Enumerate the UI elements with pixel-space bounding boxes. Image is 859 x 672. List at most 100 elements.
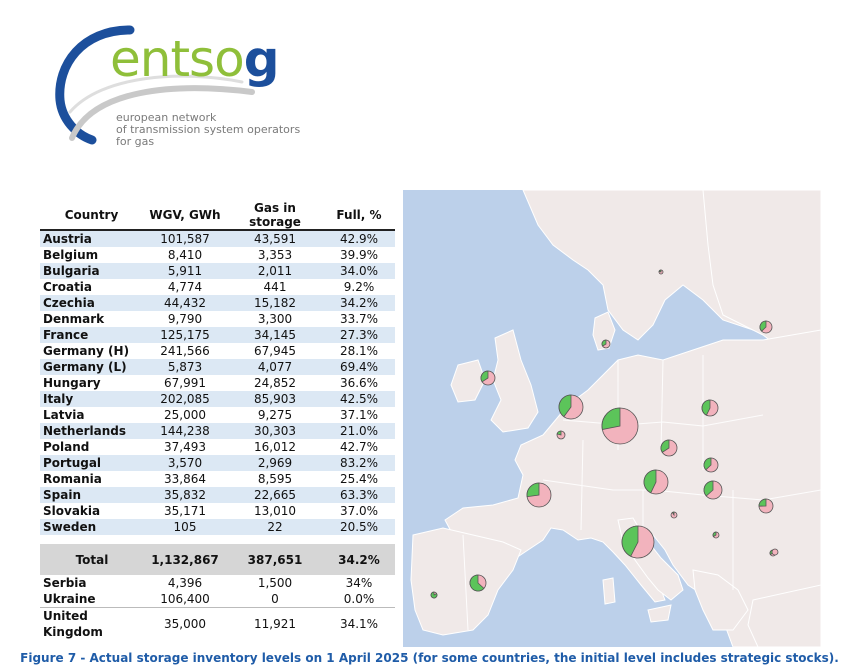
cell-gas: 67,945 [254, 344, 296, 358]
pie-latvia [759, 320, 773, 334]
pie-full-slice [621, 525, 639, 557]
cell-full: 9.2% [343, 280, 375, 294]
cell-gas: 8,595 [257, 472, 293, 486]
table-row: Portugal 3,570 2,969 83.2% [40, 455, 395, 471]
cell-full: 34.2% [323, 544, 395, 575]
table-row: Bulgaria 5,911 2,011 34.0% [40, 263, 395, 279]
cell-full: 28.1% [339, 344, 379, 358]
pie-sweden [658, 269, 664, 275]
cell-country: Denmark [43, 312, 105, 326]
cell-full: 36.6% [339, 376, 379, 390]
table-row: Belgium 8,410 3,353 39.9% [40, 247, 395, 263]
cell-wgv: 144,238 [143, 423, 227, 439]
cell-gas: 85,903 [227, 391, 323, 407]
entsog-logo: entsog european network of transmission … [52, 20, 312, 160]
table-row: Poland 37,493 16,012 42.7% [40, 439, 395, 455]
logo-wordmark: entsog [110, 34, 279, 84]
cell-full: 34% [323, 575, 395, 591]
pie-full-slice [712, 531, 717, 538]
pie-full-slice [658, 269, 662, 273]
cell-wgv: 3,570 [143, 455, 227, 471]
cell-gas: 4,077 [227, 359, 323, 375]
pie-full-slice [556, 430, 562, 436]
logo-tagline-line: for gas [116, 135, 155, 148]
cell-gas: 34,145 [227, 327, 323, 343]
pie-full-slice [660, 439, 670, 453]
pie-austria [643, 469, 669, 495]
table-row: Denmark 9,790 3,300 33.7% [40, 311, 395, 327]
table-row: Croatia 4,774 441 9.2% [40, 279, 395, 295]
pie-full-slice [703, 457, 712, 471]
cell-wgv: 106,400 [143, 591, 227, 608]
logo-tagline-line: european network [116, 111, 217, 124]
cell-full: 34.1% [323, 607, 395, 640]
cell-country: Total [40, 544, 143, 575]
table-row: Spain 35,832 22,665 63.3% [40, 487, 395, 503]
cell-country: Portugal [40, 455, 143, 471]
pie-full-slice [430, 591, 438, 599]
pie-full-slice [643, 469, 657, 494]
table-row: Slovakia 35,171 13,010 37.0% [40, 503, 395, 519]
pie-croatia [670, 511, 678, 519]
cell-wgv: 25,000 [164, 408, 206, 422]
table-row: Romania 33,864 8,595 25.4% [40, 471, 395, 487]
cell-gas: 16,012 [254, 440, 296, 454]
table-row: Hungary 67,991 24,852 36.6% [40, 375, 395, 391]
pie-full-slice [671, 511, 675, 517]
cell-wgv: 44,432 [143, 295, 227, 311]
cell-country: Latvia [43, 408, 85, 422]
cell-gas: 2,969 [227, 455, 323, 471]
cell-wgv: 125,175 [143, 327, 227, 343]
cell-full: 37.1% [339, 408, 379, 422]
landmass [410, 190, 821, 647]
pie-full-slice [469, 574, 485, 592]
cell-country: Poland [43, 440, 90, 454]
cell-country: Austria [40, 230, 143, 247]
table-row: Germany (L) 5,873 4,077 69.4% [40, 359, 395, 375]
cell-full: 37.0% [339, 504, 379, 518]
table-row: Germany (H) 241,566 67,945 28.1% [40, 343, 395, 359]
cell-gas: 30,303 [227, 423, 323, 439]
cell-full: 42.7% [339, 440, 379, 454]
figure-caption: Figure 7 - Actual storage inventory leve… [20, 651, 839, 665]
logo-tagline-line: of transmission system operators [116, 123, 301, 136]
cell-gas: 9,275 [257, 408, 293, 422]
cell-wgv: 9,790 [167, 312, 203, 326]
cell-wgv: 37,493 [164, 440, 206, 454]
cell-full: 83.2% [323, 455, 395, 471]
pie-full-slice [758, 498, 767, 507]
cell-wgv: 8,410 [167, 248, 203, 262]
cell-country: Serbia [40, 575, 143, 591]
storage-pies [430, 269, 779, 599]
table-row: Czechia 44,432 15,182 34.2% [40, 295, 395, 311]
pie-full-slice [601, 339, 607, 347]
cell-wgv: 35,000 [143, 607, 227, 640]
cell-full: 63.3% [323, 487, 395, 503]
pie-italy [621, 525, 655, 559]
pie-full-slice [759, 320, 767, 332]
pie-germany [601, 407, 639, 445]
cell-wgv: 5,873 [143, 359, 227, 375]
storage-table: Country WGV, GWh Gas in storage Full, % … [40, 201, 395, 640]
cell-country: Germany (H) [43, 344, 130, 358]
cell-full: 27.3% [323, 327, 395, 343]
cell-wgv: 1,132,867 [143, 544, 227, 575]
pie-empty-slice [771, 548, 779, 556]
cell-country: Germany (L) [40, 359, 143, 375]
cell-gas: 24,852 [254, 376, 296, 390]
cell-gas: 43,591 [227, 230, 323, 247]
table-body: Austria 101,587 43,591 42.9% Belgium 8,410 3,3… [40, 230, 395, 640]
cell-gas: 15,182 [227, 295, 323, 311]
pie-france [526, 482, 552, 508]
cell-full: 0.0% [323, 591, 395, 608]
cell-full: 34.0% [323, 263, 395, 279]
logo-brand: entso [110, 30, 245, 88]
pie-serbia [712, 531, 720, 539]
cell-country: Romania [43, 472, 102, 486]
pie-full-slice [526, 482, 540, 498]
cell-gas: 22 [227, 519, 323, 535]
table-spacer [40, 535, 395, 544]
cell-wgv: 202,085 [143, 391, 227, 407]
pie-spain [469, 574, 487, 592]
pie-full-slice [601, 407, 621, 430]
